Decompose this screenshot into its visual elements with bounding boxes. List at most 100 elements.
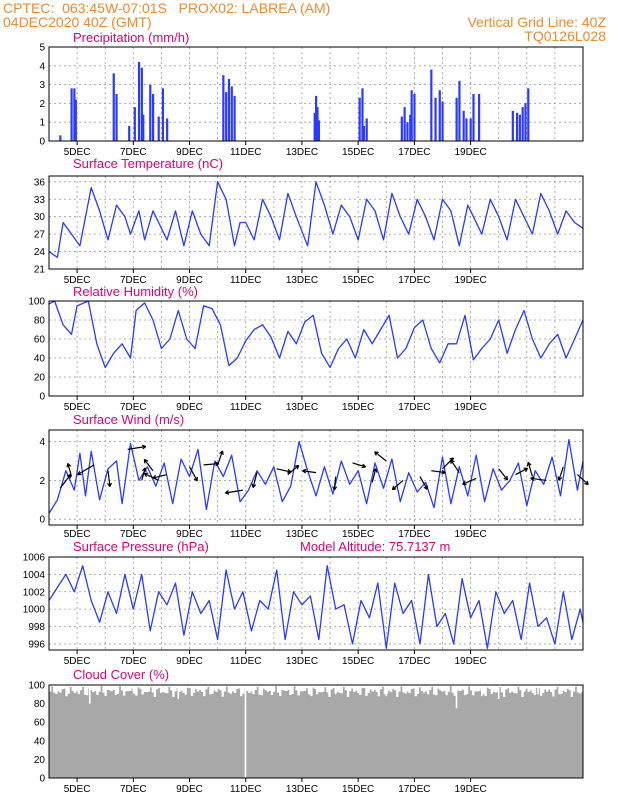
y-tick-label: 0 xyxy=(39,392,45,403)
wind-arrow-head xyxy=(143,472,149,477)
wind-arrow xyxy=(77,464,95,476)
panel-frame xyxy=(48,556,584,651)
wind-arrow-head xyxy=(423,485,428,490)
panel-title: Precipitation (mm/h) xyxy=(73,30,189,45)
cloud-cover-notch xyxy=(447,685,450,692)
cloud-cover-notch xyxy=(272,685,276,692)
wind-arrow xyxy=(252,472,258,488)
y-tick-label: 0 xyxy=(39,137,45,148)
x-tick-label: 11DEC xyxy=(230,529,262,540)
cloud-cover-notch xyxy=(81,685,85,687)
wind-arrow-head xyxy=(294,464,300,470)
series-line xyxy=(48,300,584,369)
wind-arrow-head xyxy=(143,458,149,464)
wind-arrow-head xyxy=(372,468,378,473)
cloud-cover-notch xyxy=(139,685,142,689)
cloud-cover-notch xyxy=(274,685,278,687)
cloud-cover-notch xyxy=(580,685,584,692)
cloud-cover-notch xyxy=(299,685,302,692)
wind-arrow-head xyxy=(503,475,509,481)
wind-arrow-head xyxy=(193,476,198,482)
y-tick-label: 20 xyxy=(34,755,46,766)
cloud-cover-notch xyxy=(51,685,54,687)
x-tick-label: 19DEC xyxy=(454,147,486,158)
wind-arrow xyxy=(371,468,377,483)
precip-bar xyxy=(410,90,413,141)
wind-arrow-head xyxy=(557,476,563,481)
x-tick-label: 11DEC xyxy=(230,784,262,795)
y-tick-label: 1000 xyxy=(23,605,46,616)
cloud-cover-notch xyxy=(418,685,422,688)
cloud-cover-notch xyxy=(560,685,563,694)
series-line xyxy=(48,181,584,259)
cloud-cover-gap xyxy=(559,685,562,695)
precip-bar xyxy=(222,75,225,141)
cloud-cover-gap xyxy=(385,685,388,697)
cloud-cover-notch xyxy=(57,685,60,692)
panel-frame xyxy=(48,46,584,142)
cloud-cover-notch xyxy=(513,685,516,694)
cloud-cover-notch xyxy=(316,685,319,695)
cloud-cover-notch xyxy=(502,685,506,697)
series-line xyxy=(48,439,584,514)
cloud-cover-notch xyxy=(102,685,105,693)
precip-bar xyxy=(140,67,143,141)
cloud-cover-notch xyxy=(75,685,79,692)
x-tick-label: 13DEC xyxy=(286,784,318,795)
cloud-cover-notch xyxy=(147,685,150,692)
wind-arrow xyxy=(141,467,146,481)
cloud-cover-notch xyxy=(375,685,378,692)
cloud-cover-notch xyxy=(404,685,407,694)
y-tick-label: 21 xyxy=(34,265,46,276)
x-tick-label: 15DEC xyxy=(342,275,374,286)
cloud-cover-notch xyxy=(112,685,116,690)
wind-arrow xyxy=(152,474,168,479)
cloud-cover-notch xyxy=(470,685,473,691)
wind-arrow xyxy=(287,464,300,476)
x-tick-label: 17DEC xyxy=(398,529,430,540)
cloud-cover-notch xyxy=(330,685,333,690)
cloud-cover-notch xyxy=(287,685,290,690)
cloud-cover-notch xyxy=(258,685,261,695)
cloud-cover-notch xyxy=(363,685,366,689)
wind-arrow xyxy=(352,462,366,468)
cloud-cover-notch xyxy=(504,685,508,690)
cloud-cover-notch xyxy=(209,685,212,695)
cloud-cover-gap xyxy=(244,685,247,778)
cloud-cover-notch xyxy=(515,685,518,694)
cloud-cover-notch xyxy=(100,685,103,687)
cloud-cover-notch xyxy=(543,685,547,690)
cloud-cover-notch xyxy=(223,685,226,692)
cloud-cover-notch xyxy=(410,685,413,690)
x-tick-label: 15DEC xyxy=(342,402,374,413)
cloud-cover-notch xyxy=(186,685,189,688)
x-tick-label: 11DEC xyxy=(230,402,262,413)
cloud-cover-notch xyxy=(531,685,535,693)
cloud-cover-notch xyxy=(293,685,296,687)
cloud-cover-notch xyxy=(231,685,235,692)
precip-bar xyxy=(413,94,416,141)
cloud-cover-notch xyxy=(552,685,555,697)
x-tick-label: 9DEC xyxy=(176,147,203,158)
cloud-cover-notch xyxy=(344,685,348,691)
cloud-cover-notch xyxy=(511,685,514,692)
cloud-cover-notch xyxy=(476,685,479,692)
header-date: 04DEC2020 40Z (GMT) xyxy=(3,14,152,30)
wind-arrow-head xyxy=(450,459,455,464)
wind-arrow-head xyxy=(224,490,230,495)
cloud-cover-notch xyxy=(166,685,169,694)
cloud-cover-notch xyxy=(441,685,444,692)
precip-bar xyxy=(133,107,136,141)
x-tick-label: 7DEC xyxy=(120,147,147,158)
cloud-cover-notch xyxy=(225,685,228,687)
cloud-cover-notch xyxy=(264,685,268,691)
precip-bar xyxy=(518,114,521,141)
cloud-cover-notch xyxy=(498,685,502,688)
wind-arrow xyxy=(419,476,428,490)
cloud-cover-notch xyxy=(369,685,372,690)
wind-arrow xyxy=(558,466,564,481)
cloud-cover-notch xyxy=(143,685,146,692)
cloud-cover-notch xyxy=(279,685,282,696)
wind-arrow-head xyxy=(530,476,535,482)
